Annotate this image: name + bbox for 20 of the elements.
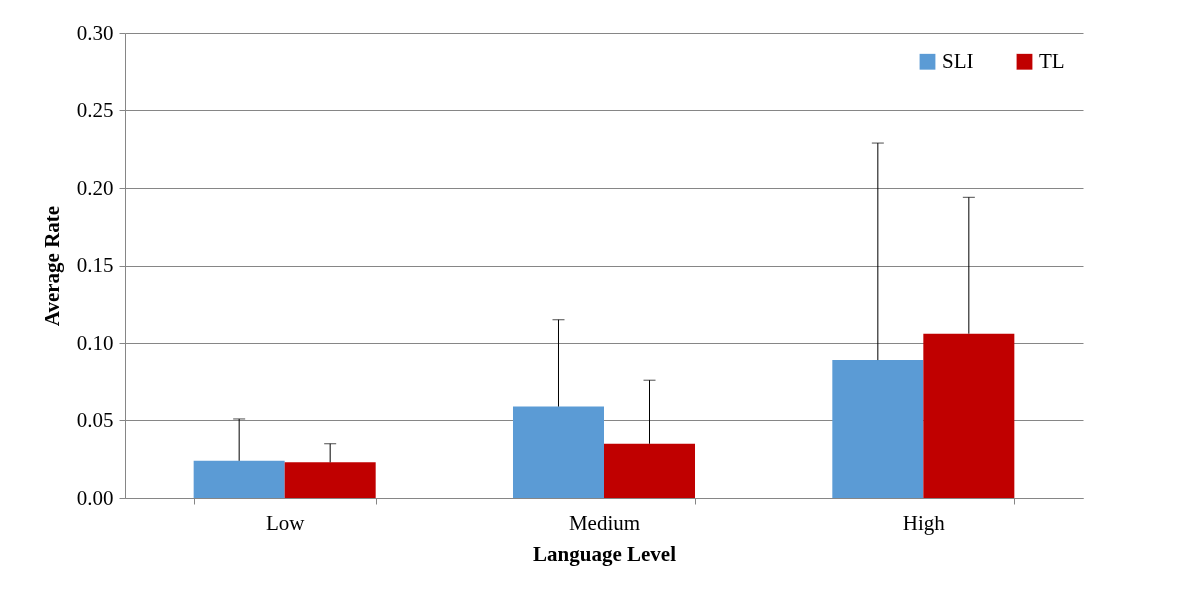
- x-tick-label: Medium: [568, 510, 641, 535]
- legend-label: TL: [1039, 48, 1065, 73]
- bar: [604, 443, 696, 498]
- x-tick-label: High: [902, 510, 946, 535]
- y-tick-label: 0.25: [76, 98, 114, 122]
- bar: [923, 333, 1015, 498]
- y-axis-title: Average Rate: [39, 205, 64, 327]
- y-tick-label: 0.30: [76, 20, 114, 45]
- bar: [284, 462, 376, 498]
- bar: [193, 460, 285, 498]
- legend-label: SLI: [942, 48, 974, 73]
- y-tick-label: 0.15: [76, 253, 114, 277]
- y-tick-label: 0.00: [76, 485, 114, 510]
- y-tick-label: 0.05: [76, 408, 114, 432]
- x-tick-label: Low: [265, 510, 306, 535]
- bar: [512, 406, 604, 498]
- x-axis-title: Language Level: [533, 541, 677, 566]
- bar: [832, 360, 924, 498]
- y-tick-label: 0.20: [76, 175, 114, 200]
- y-tick-label: 0.10: [76, 330, 114, 355]
